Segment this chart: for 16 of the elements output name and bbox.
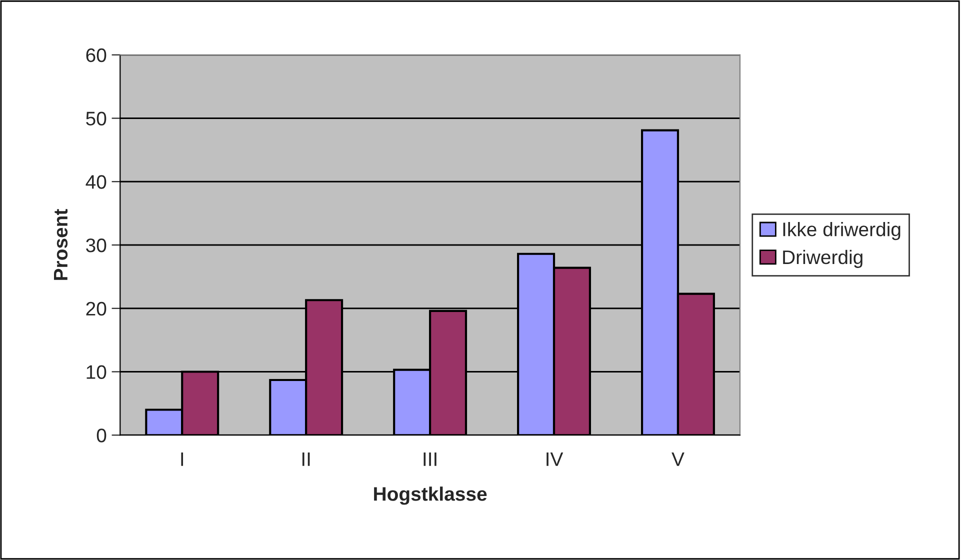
y-axis-title: Prosent [54,209,68,280]
y-tick-label: 0 [96,428,106,442]
x-tick-label: I [181,452,184,466]
x-tick-label: V [672,452,684,466]
legend-label: Driwerdig [783,250,862,268]
y-tick-label: 50 [86,112,106,126]
x-tick-label: II [302,452,310,466]
y-tick-label: 60 [86,48,106,62]
y-tick-label: 20 [86,302,106,316]
y-tick-label: 40 [86,175,106,189]
x-tick-label: IV [546,452,564,466]
x-axis-title: Hogstklasse [374,486,487,505]
y-tick-label: 10 [86,365,106,379]
x-tick-label: III [424,452,436,466]
legend-label: Ikke driwerdig [783,222,900,240]
y-tick-label: 30 [86,238,106,252]
